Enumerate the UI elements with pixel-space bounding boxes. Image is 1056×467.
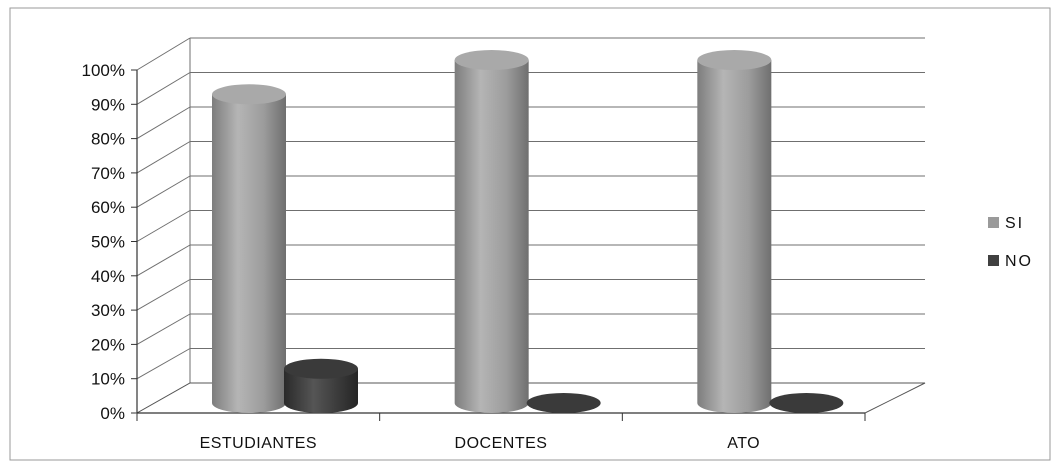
x-category-label: DOCENTES <box>455 435 548 452</box>
gridline-side <box>136 106 191 140</box>
y-tick-label: 50% <box>91 233 125 252</box>
bars-layer <box>212 50 844 414</box>
y-tick-label: 0% <box>100 404 125 423</box>
y-tick-label: 10% <box>91 370 125 389</box>
bar-top <box>526 393 601 413</box>
y-tick-label: 20% <box>91 335 125 354</box>
legend-swatch-si <box>988 217 999 228</box>
plot-border <box>9 7 1051 461</box>
y-tick-label: 70% <box>91 164 125 183</box>
x-category-label: ESTUDIANTES <box>200 435 318 452</box>
bar-body <box>284 368 358 413</box>
gridline-side <box>136 37 191 71</box>
legend-label-no: NO <box>1005 253 1033 270</box>
legend-label-si: SI <box>1005 215 1024 232</box>
y-tick-label: 60% <box>91 198 125 217</box>
legend-swatch-no <box>988 255 999 266</box>
bar-no-estudiantes <box>284 358 358 413</box>
bar-body <box>212 94 286 414</box>
x-category-label: ATO <box>727 435 760 452</box>
gridline-side <box>136 244 191 277</box>
bar-top <box>454 50 529 70</box>
y-axis-ticks: 0% 10% 20% 30% 40% 50% 60% 70% 80% 90% 100% <box>82 61 125 423</box>
y-tick-label: 30% <box>91 301 125 320</box>
gridline-side <box>136 210 191 242</box>
gridline-side <box>136 72 191 105</box>
gridline-side <box>136 175 191 208</box>
bar-top <box>212 84 286 105</box>
bar-top <box>769 393 844 413</box>
gridline-side <box>136 348 191 380</box>
gridline-side <box>136 279 191 311</box>
y-tick-label: 100% <box>82 61 125 80</box>
bar-top <box>284 358 358 379</box>
x-axis-categories: ESTUDIANTES DOCENTES ATO <box>200 435 760 452</box>
bar-si-docentes <box>454 50 529 413</box>
y-tick-label: 90% <box>91 95 125 114</box>
bar-body <box>697 60 772 413</box>
bar-si-ato <box>697 50 772 413</box>
bar-no-docentes <box>526 393 601 413</box>
bar-no-ato <box>769 393 844 413</box>
bar-body <box>454 60 529 413</box>
bar-si-estudiantes <box>212 84 286 414</box>
bar-top <box>697 50 772 70</box>
y-tick-label: 80% <box>91 130 125 149</box>
y-tick-label: 40% <box>91 267 125 286</box>
gridline-side <box>136 313 191 345</box>
gridline-side <box>136 141 191 174</box>
legend: SI NO <box>988 215 1033 270</box>
